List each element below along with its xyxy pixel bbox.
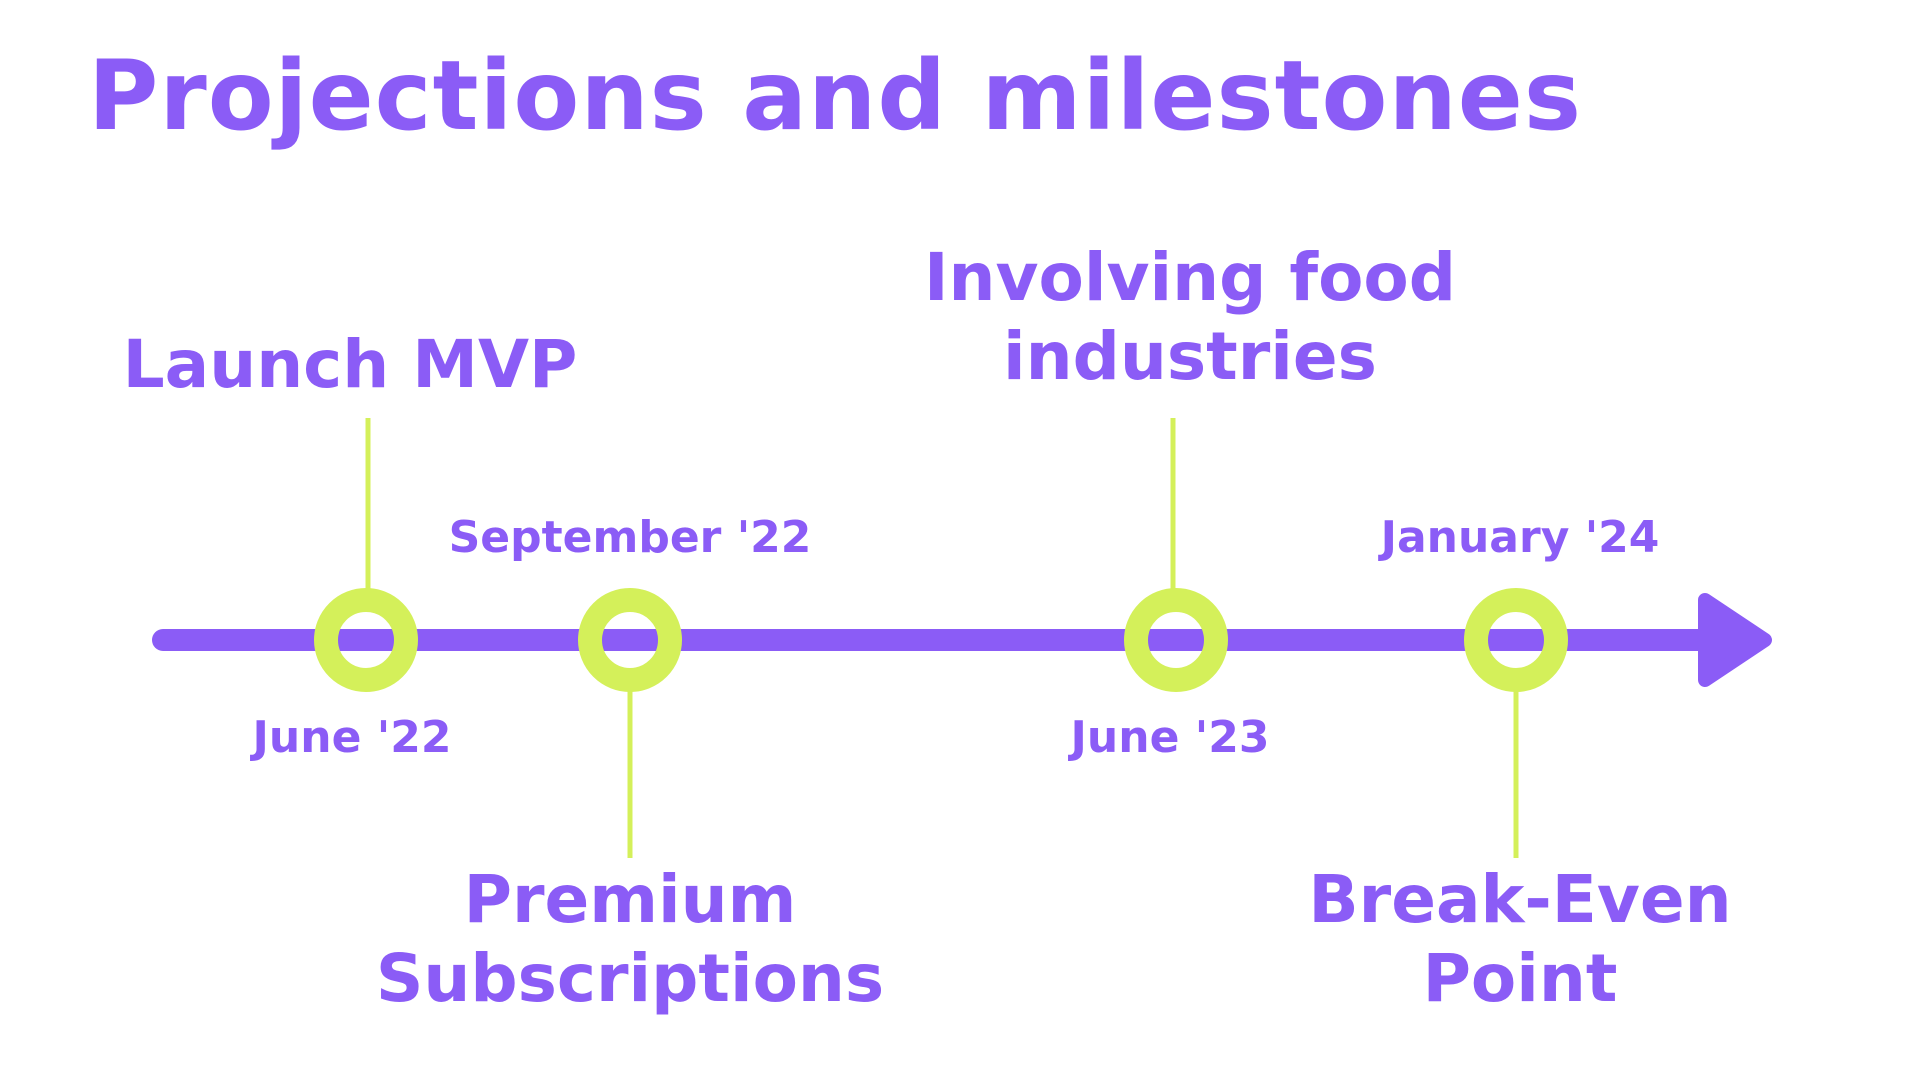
milestone-marker-launch [314, 588, 418, 692]
milestone-label-food: Involving food industries [880, 238, 1500, 396]
milestone-marker-premium [578, 588, 682, 692]
timeline-arrowhead [1698, 593, 1772, 687]
milestone-marker-food [1124, 588, 1228, 692]
milestone-marker-break-even [1464, 588, 1568, 692]
milestone-label-launch: Launch MVP [90, 325, 610, 404]
milestone-date-food: June '23 [1070, 712, 1270, 763]
milestone-label-line: Involving food [923, 239, 1457, 316]
page-title: Projections and milestones [88, 40, 1583, 152]
milestone-label-line: Point [1422, 940, 1618, 1018]
milestone-date-premium: September '22 [448, 512, 812, 563]
milestone-date-launch: June '22 [252, 712, 452, 763]
milestone-date-break-even: January '24 [1380, 512, 1660, 563]
milestone-label-line: Break-Even [1308, 861, 1732, 938]
milestone-label-line: industries [1003, 318, 1377, 396]
milestone-label-line: Subscriptions [375, 940, 885, 1018]
milestone-label-break-even: Break-Even Point [1280, 860, 1760, 1018]
milestone-label-line: Premium [463, 861, 797, 938]
milestone-label-line: Launch MVP [122, 326, 578, 403]
milestone-label-premium: Premium Subscriptions [340, 860, 920, 1018]
